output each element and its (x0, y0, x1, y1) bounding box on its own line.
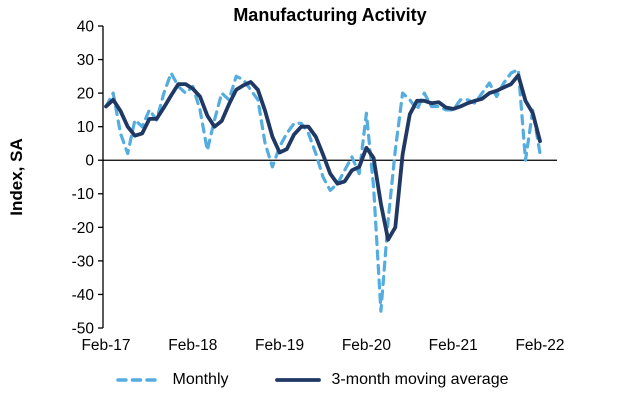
legend-swatch-monthly (116, 378, 161, 382)
x-tick-label: Feb-22 (515, 337, 564, 354)
x-tick-label: Feb-17 (81, 337, 130, 354)
series-line-3-month-moving-average (104, 73, 542, 242)
y-tick-label: -20 (72, 220, 95, 237)
y-tick-label: 10 (77, 119, 95, 136)
x-tick-label: Feb-19 (255, 337, 304, 354)
y-tick-label: 40 (77, 18, 95, 35)
y-tick-label: -50 (72, 320, 95, 337)
legend: Monthly 3-month moving average (0, 371, 624, 389)
series-lines (104, 67, 542, 313)
y-tick-label: 30 (77, 52, 95, 69)
legend-label-monthly: Monthly (172, 371, 229, 388)
x-tick-label: Feb-18 (168, 337, 217, 354)
legend-swatch-moving-average (274, 378, 321, 382)
y-tick-label: 20 (77, 86, 95, 103)
x-tick-label: Feb-20 (342, 337, 391, 354)
y-tick-label: -30 (72, 253, 95, 270)
legend-item-moving-average: 3-month moving average (274, 371, 509, 389)
chart-title: Manufacturing Activity (233, 5, 427, 25)
y-tick-label: 0 (85, 153, 94, 170)
y-tick-label: -10 (72, 186, 95, 203)
x-tick-label: Feb-21 (429, 337, 478, 354)
y-tick-label: -40 (72, 287, 95, 304)
legend-item-monthly: Monthly (115, 371, 229, 389)
series-line-monthly (104, 67, 542, 313)
legend-label-moving-average: 3-month moving average (331, 371, 509, 388)
